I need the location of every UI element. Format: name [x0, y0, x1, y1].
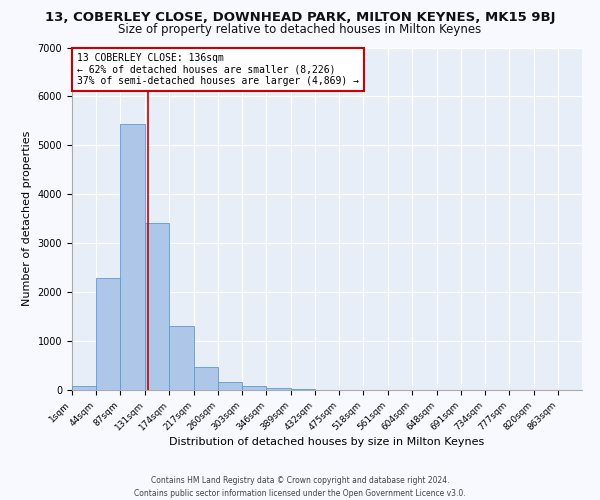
- Bar: [145, 222, 169, 390]
- Bar: [194, 366, 218, 390]
- Text: 13 COBERLEY CLOSE: 136sqm
← 62% of detached houses are smaller (8,226)
37% of se: 13 COBERLEY CLOSE: 136sqm ← 62% of detac…: [77, 52, 359, 86]
- Bar: [218, 382, 242, 390]
- Bar: [242, 386, 266, 390]
- Text: 13, COBERLEY CLOSE, DOWNHEAD PARK, MILTON KEYNES, MK15 9BJ: 13, COBERLEY CLOSE, DOWNHEAD PARK, MILTO…: [45, 12, 555, 24]
- Bar: [96, 278, 121, 390]
- Bar: [290, 389, 315, 390]
- Y-axis label: Number of detached properties: Number of detached properties: [22, 131, 32, 306]
- Bar: [121, 124, 145, 390]
- Bar: [266, 388, 290, 390]
- Text: Size of property relative to detached houses in Milton Keynes: Size of property relative to detached ho…: [118, 24, 482, 36]
- Bar: [169, 326, 194, 390]
- X-axis label: Distribution of detached houses by size in Milton Keynes: Distribution of detached houses by size …: [169, 438, 485, 448]
- Text: Contains HM Land Registry data © Crown copyright and database right 2024.
Contai: Contains HM Land Registry data © Crown c…: [134, 476, 466, 498]
- Bar: [72, 386, 96, 390]
